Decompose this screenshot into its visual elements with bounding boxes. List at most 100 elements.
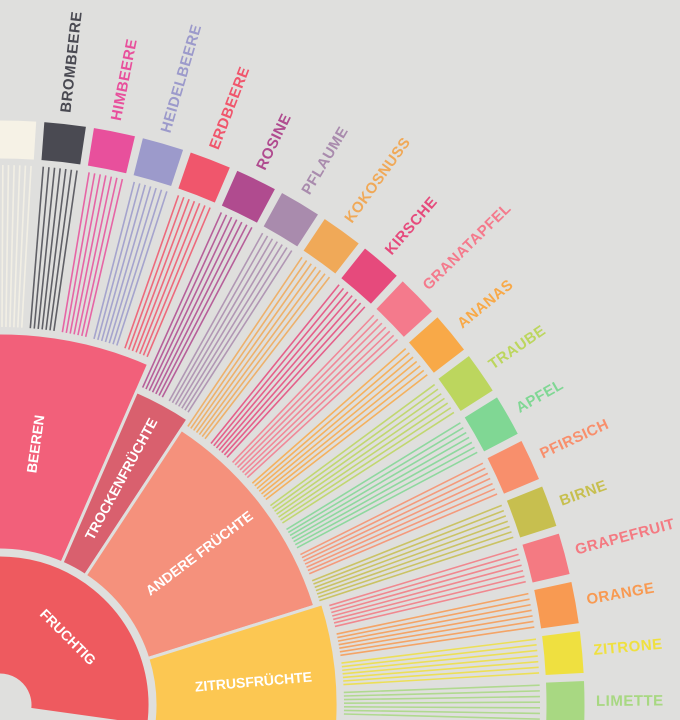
leaf-stripe: [195, 266, 317, 433]
leaf-stripe: [337, 603, 531, 642]
leaf-stripe: [276, 397, 445, 515]
leaf-stripe: [286, 422, 461, 531]
leaf-stripe: [341, 638, 537, 664]
leaf-stripe: [93, 181, 136, 340]
leaf-stripe: [171, 235, 269, 404]
leaf-stripe: [108, 187, 157, 344]
leaf-stripe: [41, 168, 61, 330]
leaf-stripe: [307, 488, 496, 572]
leaf-stripe: [334, 580, 526, 628]
leaf-tile: [486, 439, 541, 495]
leaf-stripe: [221, 298, 358, 454]
leaf-stripe: [139, 202, 201, 355]
leaf-stripe: [278, 402, 449, 518]
leaf-stripe: [342, 649, 538, 672]
leaf-tile: [545, 679, 586, 720]
leaf-stripe: [213, 287, 345, 447]
leaf-stripe: [246, 338, 399, 479]
leaf-stripe: [69, 174, 102, 334]
leaf-stripe: [313, 509, 505, 585]
leaf-stripe: [254, 352, 410, 487]
leaf-stripe: [17, 165, 27, 328]
center-ring: [0, 553, 152, 720]
leaf-stripe: [338, 609, 532, 646]
leaf-stripe: [104, 186, 152, 343]
leaf-tile: [533, 580, 580, 630]
leaf-stripe: [316, 525, 510, 595]
leaf-stripe: [201, 273, 326, 438]
leaf-stripe: [49, 169, 73, 331]
leaf-stripe: [112, 189, 163, 345]
leaf-stripe: [231, 314, 375, 464]
leaf-stripe: [265, 374, 428, 501]
leaf-stripe: [294, 446, 475, 546]
leaf-stripe: [308, 493, 498, 575]
leaf-stripe: [215, 291, 349, 449]
leaf-tile: [86, 126, 137, 175]
leaf-stripe: [155, 221, 243, 395]
leaf-tile: [262, 191, 320, 248]
leaf-stripe: [84, 178, 124, 338]
leaf-stripe: [342, 655, 538, 675]
leaf-stripe: [306, 482, 493, 568]
leaf-stripe: [65, 173, 96, 333]
leaf-stripe: [337, 598, 530, 639]
leaf-stripe: [124, 195, 180, 349]
leaf-tile: [339, 247, 399, 306]
leaf-stripe: [142, 205, 206, 356]
leaf-stripe: [210, 284, 340, 445]
leaf-stripe: [336, 592, 529, 635]
leaf-stripe: [342, 660, 539, 679]
leaf-stripe: [239, 326, 387, 471]
leaf-stripe: [339, 615, 533, 650]
leaf-tile: [505, 485, 558, 539]
leaf-stripe: [53, 170, 78, 331]
leaf-stripe: [187, 250, 293, 413]
leaf-stripe: [244, 334, 395, 476]
leaf-tile: [177, 151, 232, 204]
leaf-stripe: [289, 431, 467, 537]
leaf-stripe: [343, 709, 540, 715]
leaf-stripe: [343, 690, 540, 697]
leaf-stripe: [1, 165, 4, 328]
leaf-stripe: [293, 441, 473, 543]
leaf-stripe: [37, 167, 56, 330]
leaf-stripe: [296, 451, 478, 549]
leaf-stripe: [223, 302, 362, 456]
leaf-stripe: [77, 176, 113, 336]
leaf-stripe: [161, 226, 253, 398]
leaf-stripe: [340, 626, 535, 657]
leaf-stripe: [198, 269, 322, 436]
leaf-stripe: [280, 407, 452, 521]
leaf-stripe: [187, 256, 303, 427]
leaf-stripe: [311, 504, 503, 582]
leaf-stripe: [97, 183, 141, 341]
leaf-stripe: [343, 666, 539, 682]
leaf-stripe: [260, 365, 421, 495]
leaf-tile: [541, 630, 585, 676]
leaf-stripe: [301, 467, 486, 559]
leaf-stripe: [226, 306, 366, 458]
leaf-tile: [0, 119, 38, 161]
leaf-stripe: [33, 167, 50, 329]
leaf-stripe: [272, 388, 439, 510]
leaf-tile: [521, 532, 571, 584]
leaf-stripe: [45, 168, 67, 330]
leaf-stripe: [73, 175, 107, 335]
leaf-stripe: [237, 322, 383, 468]
leaf-stripe: [218, 295, 353, 451]
leaf-stripe: [20, 165, 32, 328]
leaf-stripe: [158, 224, 248, 396]
leaf-stripe: [184, 247, 288, 411]
leaf-stripe: [343, 672, 540, 686]
leaf-stripe: [234, 318, 379, 466]
leaf-tile: [40, 121, 88, 166]
leaf-stripe: [100, 184, 146, 342]
leaf-tile: [375, 279, 434, 339]
leaf-tile: [302, 217, 361, 275]
leaf-label: LIMETTE: [596, 692, 664, 709]
leaf-stripe: [314, 515, 507, 589]
leaf-stripe: [330, 553, 519, 610]
leaf-stripe: [303, 472, 489, 562]
leaf-stripe: [181, 244, 283, 409]
